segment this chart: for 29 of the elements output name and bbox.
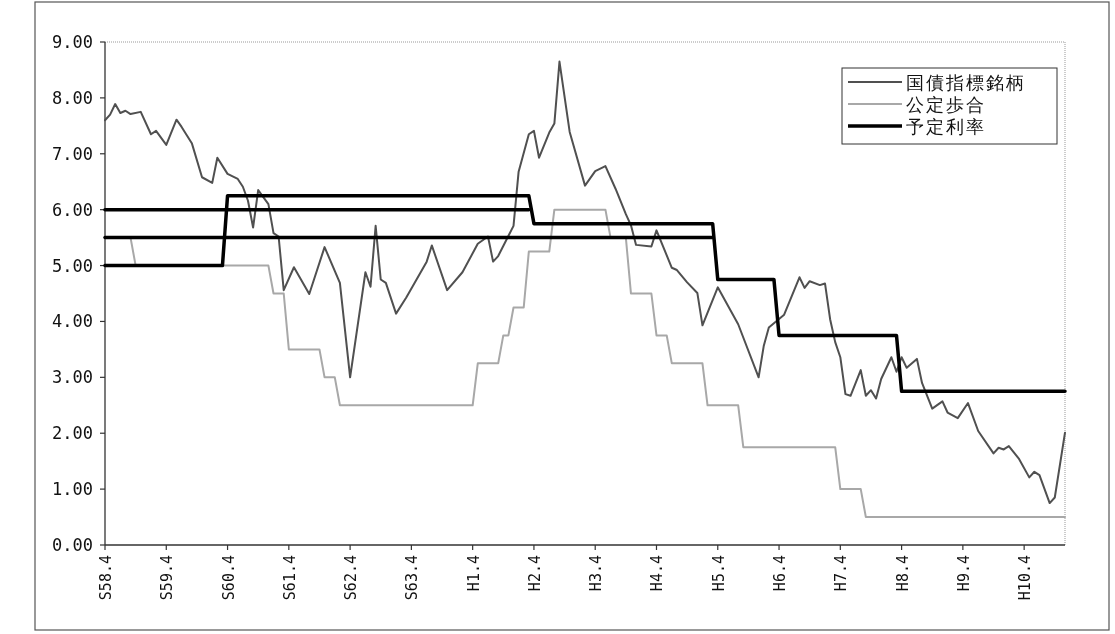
x-tick-label: H6.4 (771, 555, 790, 592)
y-tick-label: 5.00 (52, 255, 93, 276)
x-tick-label: S61.4 (280, 555, 299, 601)
legend-label: 予定利率 (906, 116, 986, 137)
x-tick-label: S62.4 (342, 555, 361, 601)
y-tick-label: 4.00 (52, 311, 93, 332)
y-tick-label: 8.00 (52, 87, 93, 108)
legend-label: 公定歩合 (906, 94, 986, 115)
x-tick-label: H1.4 (464, 555, 483, 592)
x-tick-label: S60.4 (219, 555, 238, 601)
y-tick-label: 1.00 (52, 479, 93, 500)
x-tick-label: H9.4 (954, 555, 973, 592)
x-tick-label: H7.4 (832, 555, 851, 592)
y-tick-label: 6.00 (52, 199, 93, 220)
y-tick-label: 7.00 (52, 143, 93, 164)
x-tick-label: S63.4 (403, 555, 422, 601)
y-tick-label: 2.00 (52, 423, 93, 444)
y-tick-label: 3.00 (52, 367, 93, 388)
x-tick-label: H8.4 (893, 555, 912, 592)
y-tick-label: 0.00 (52, 535, 93, 555)
x-tick-label: S59.4 (158, 555, 177, 601)
x-tick-label: H2.4 (525, 555, 544, 592)
x-tick-label: H10.4 (1016, 555, 1035, 601)
x-tick-label: H3.4 (587, 555, 606, 592)
x-tick-label: H4.4 (648, 555, 667, 592)
x-tick-label: H5.4 (709, 555, 728, 592)
legend-label: 国債指標銘柄 (906, 72, 1026, 93)
x-tick-label: S58.4 (97, 555, 115, 601)
y-tick-label: 9.00 (52, 32, 93, 52)
